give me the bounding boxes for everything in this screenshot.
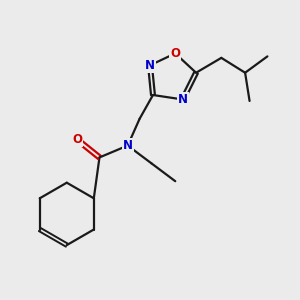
Text: N: N [145,59,155,72]
Text: O: O [170,47,180,60]
Text: N: N [178,93,188,106]
Text: N: N [123,139,133,152]
Text: O: O [72,133,82,146]
